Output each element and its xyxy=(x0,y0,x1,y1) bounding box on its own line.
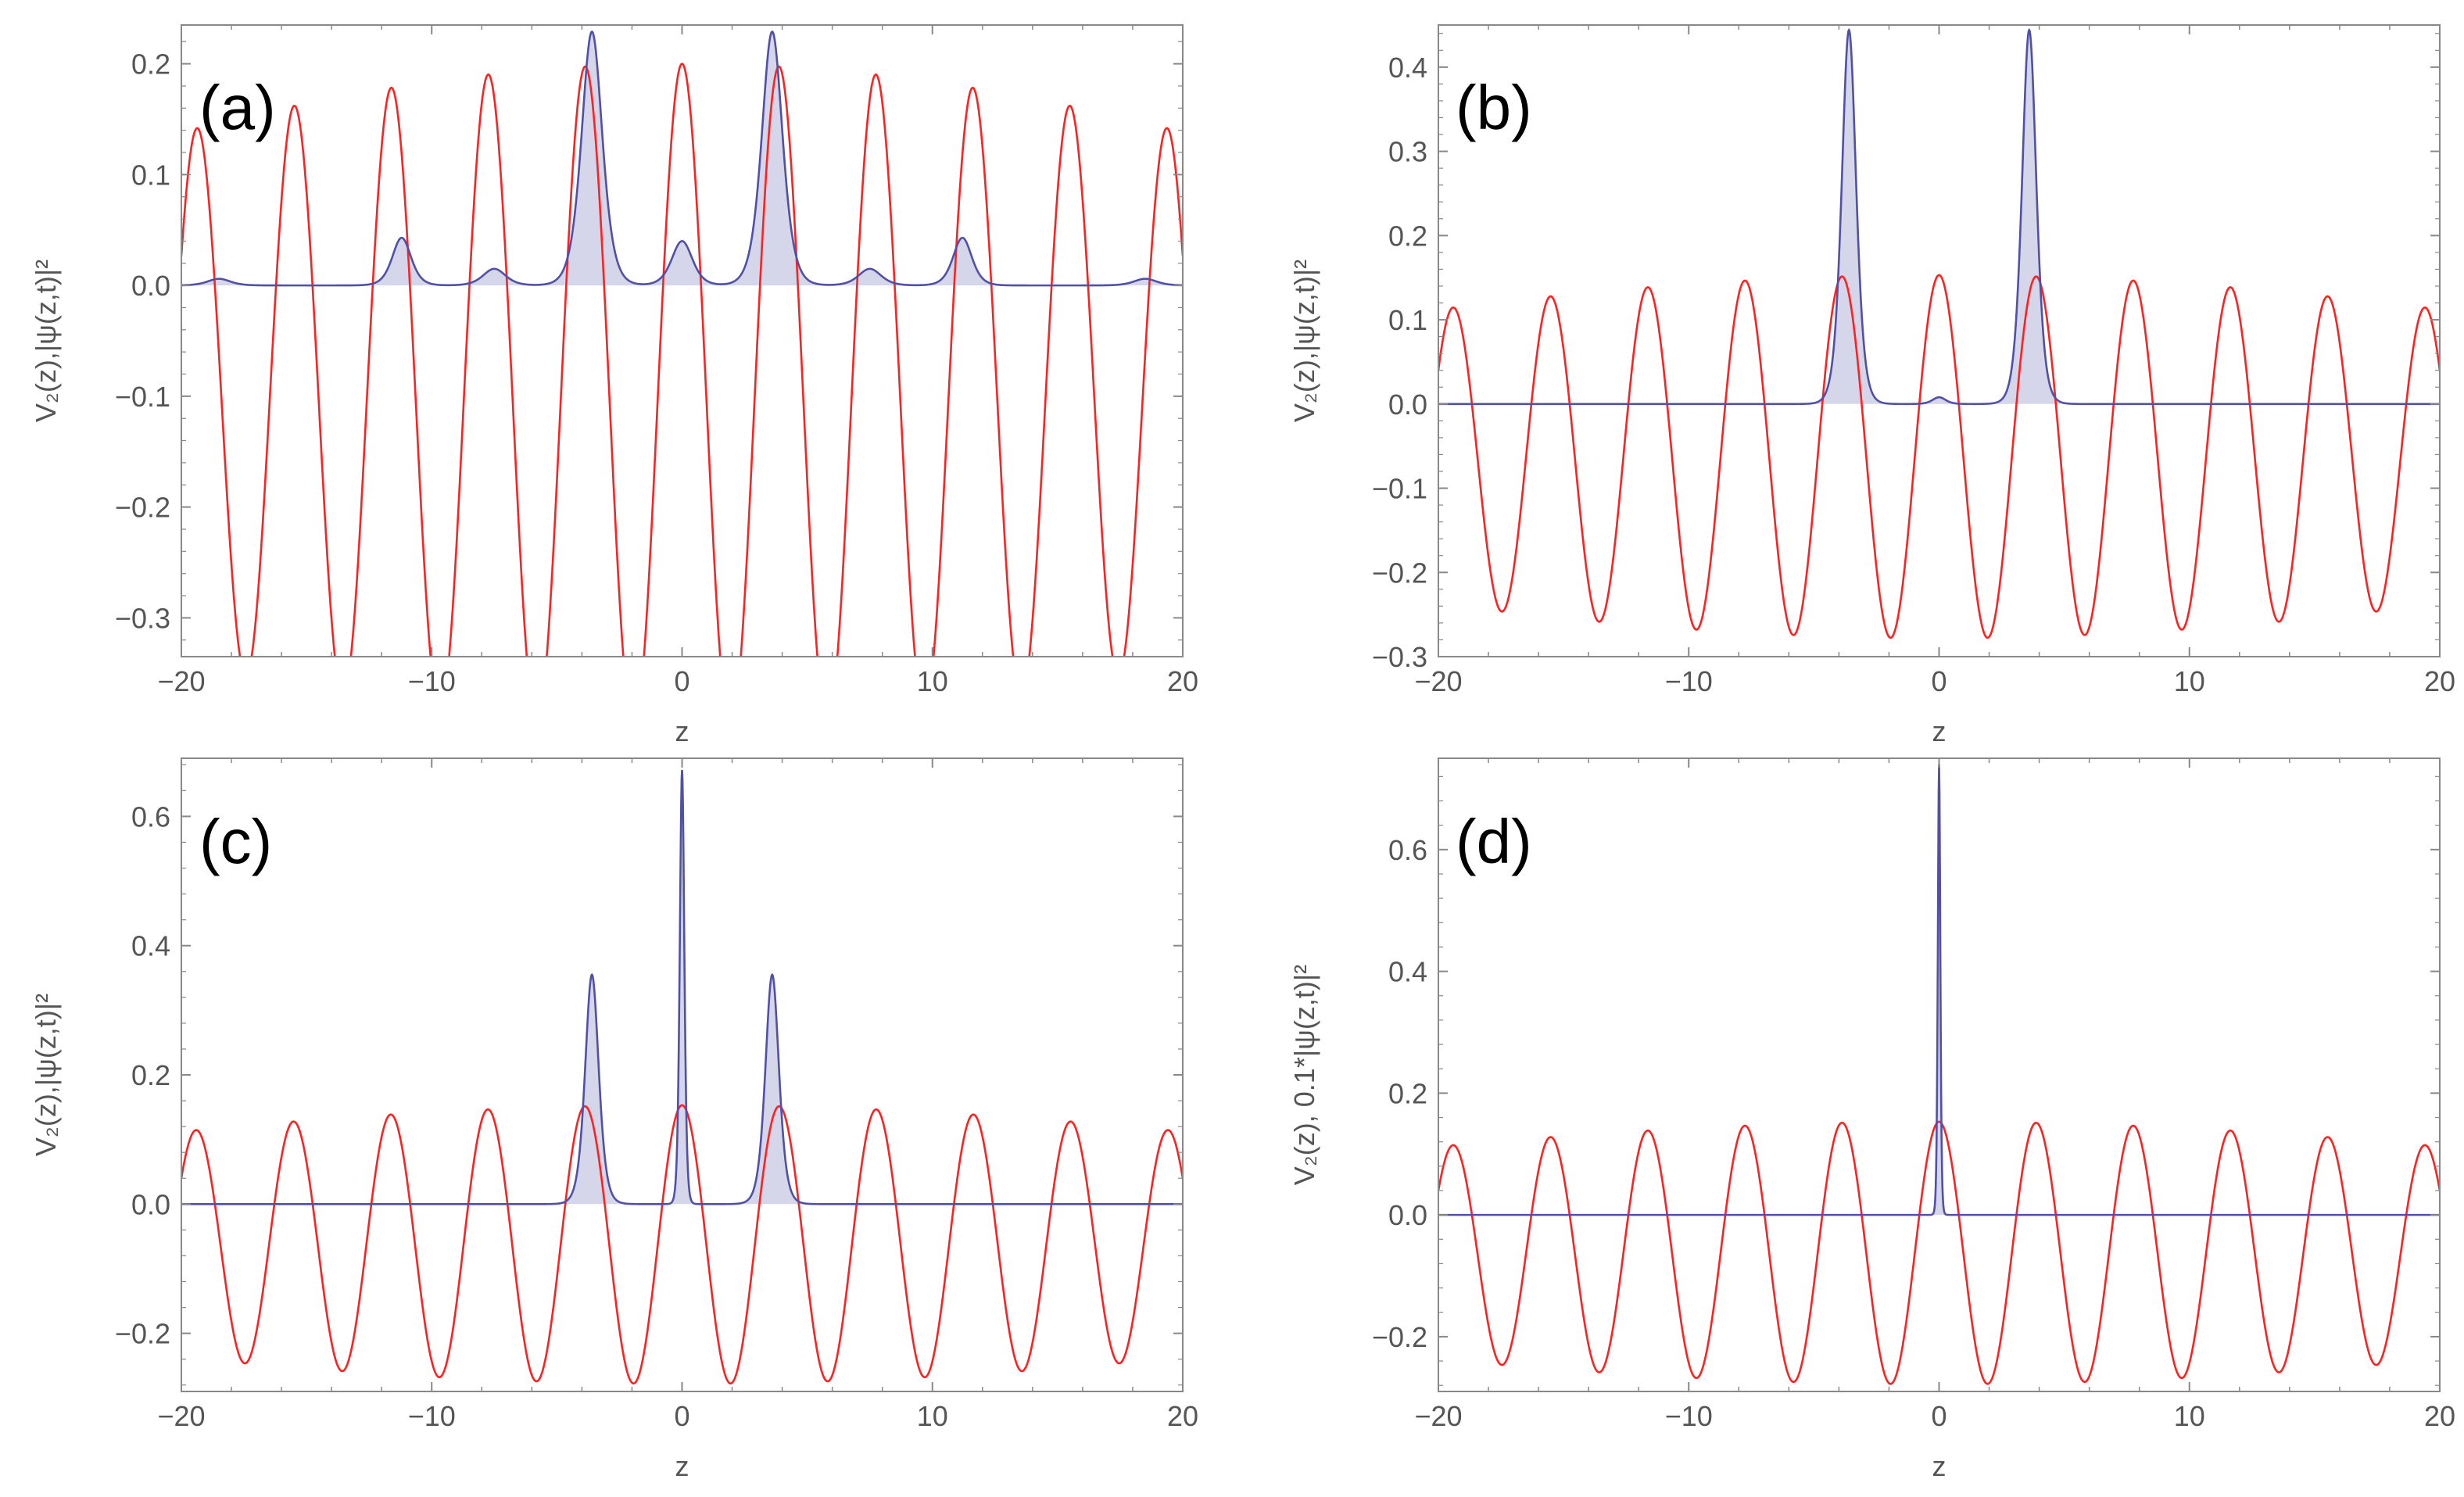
panel-b: −20 −10 0 10 20 −0.3 −0.2 −0.1 0.0 0.1 0.2 0.3 0.4 z V… xyxy=(1288,24,2455,747)
panel-c: −20 −10 0 10 20 −0.2 0.0 0.2 0.4 0.6 z V₂(z),|ψ(z,t… xyxy=(30,757,1198,1482)
density-fill xyxy=(1438,30,2440,404)
y-tick-label: 0.1 xyxy=(131,159,170,191)
x-tick-label: −20 xyxy=(157,1400,205,1432)
y-tick-label: −0.2 xyxy=(115,1318,170,1350)
x-axis-title: z xyxy=(675,715,689,747)
y-tick-label: −0.2 xyxy=(1372,1321,1427,1353)
panel-label: (a) xyxy=(199,73,276,142)
x-tick-label: −10 xyxy=(1665,1400,1713,1432)
x-tick-label: −20 xyxy=(1414,1400,1462,1432)
y-tick-label: 0.0 xyxy=(1388,389,1427,421)
y-tick-label: −0.1 xyxy=(115,381,170,413)
y-tick-label: 0.3 xyxy=(1388,136,1427,168)
x-tick-label: 0 xyxy=(674,665,689,697)
density-curve xyxy=(1438,27,2440,406)
y-tick-label: 0.2 xyxy=(1388,1077,1427,1109)
x-tick-label: 10 xyxy=(2174,1400,2205,1432)
y-tick-label: 0.4 xyxy=(131,930,170,962)
y-tick-label: 0.0 xyxy=(131,1188,170,1220)
x-tick-label: 0 xyxy=(1931,665,1946,697)
plot-area xyxy=(1438,27,2440,639)
y-tick-label: −0.2 xyxy=(1372,557,1427,589)
x-tick-label: 20 xyxy=(1167,1400,1198,1432)
panel-a: −20 −10 0 10 20 −0.3 −0.2 −0.1 0.0 0.1 0.2 z V₂(z),|… xyxy=(30,24,1198,747)
y-axis-title: V₂(z), 0.1*|ψ(z,t)|² xyxy=(1288,965,1320,1185)
plot-frame xyxy=(181,24,1184,657)
y-tick-label: 0.1 xyxy=(1388,304,1427,336)
y-tick-label: 0.4 xyxy=(1388,956,1427,988)
x-tick-label: 20 xyxy=(1167,665,1198,697)
y-tick-label: 0.4 xyxy=(1388,52,1427,84)
density-fill xyxy=(181,769,1183,1205)
y-tick-label: −0.1 xyxy=(1372,473,1427,505)
panel-label: (b) xyxy=(1456,73,1532,142)
potential-curve xyxy=(181,63,1183,657)
y-tick-label: −0.2 xyxy=(115,492,170,524)
x-tick-label: −10 xyxy=(1665,665,1713,697)
x-tick-label: −10 xyxy=(408,665,456,697)
x-axis-title: z xyxy=(1932,1450,1946,1482)
x-tick-label: 0 xyxy=(1931,1400,1946,1432)
y-tick-label: 0.0 xyxy=(1388,1199,1427,1231)
y-axis-title: V₂(z),|ψ(z,t)|² xyxy=(30,260,62,422)
y-axis-title: V₂(z),|ψ(z,t)|² xyxy=(30,994,62,1156)
panel-d: −20 −10 0 10 20 −0.2 0.0 0.2 0.4 0.6 z V₂(z), 0.1*|… xyxy=(1288,757,2455,1482)
y-axis-title: V₂(z),|ψ(z,t)|² xyxy=(1288,260,1320,422)
plot-area xyxy=(181,769,1183,1385)
y-tick-label: −0.3 xyxy=(1372,641,1427,673)
y-tick-label: −0.3 xyxy=(115,602,170,634)
x-tick-label: 20 xyxy=(2424,665,2455,697)
panel-label: (d) xyxy=(1456,807,1532,876)
plot-area xyxy=(1438,764,2440,1385)
x-axis-title: z xyxy=(675,1450,689,1482)
x-tick-label: −10 xyxy=(408,1400,456,1432)
density-fill xyxy=(1438,764,2440,1216)
panel-label: (c) xyxy=(199,807,272,876)
density-curve xyxy=(181,769,1183,1205)
density-curve xyxy=(181,30,1183,287)
panels-group: −20 −10 0 10 20 −0.3 −0.2 −0.1 0.0 0.1 0.2 z V₂(z),|… xyxy=(30,24,2455,1482)
x-axis-title: z xyxy=(1932,715,1946,747)
potential-curve xyxy=(1438,274,2440,639)
density-fill xyxy=(181,31,1183,286)
y-tick-label: 0.0 xyxy=(131,270,170,302)
x-tick-label: 10 xyxy=(917,665,948,697)
x-tick-label: 20 xyxy=(2424,1400,2455,1432)
x-tick-label: 10 xyxy=(2174,665,2205,697)
potential-curve xyxy=(1438,1120,2440,1385)
x-tick-label: −20 xyxy=(157,665,205,697)
x-tick-label: −20 xyxy=(1414,665,1462,697)
y-tick-label: 0.2 xyxy=(131,1059,170,1091)
plot-area xyxy=(181,30,1183,657)
y-tick-label: 0.6 xyxy=(131,800,170,833)
x-tick-label: 10 xyxy=(917,1400,948,1432)
plot-frame xyxy=(1438,24,2441,657)
x-tick-label: 0 xyxy=(674,1400,689,1432)
y-tick-label: 0.6 xyxy=(1388,834,1427,866)
y-tick-label: 0.2 xyxy=(1388,220,1427,252)
y-tick-label: 0.2 xyxy=(131,48,170,81)
potential-curve xyxy=(181,1104,1183,1385)
